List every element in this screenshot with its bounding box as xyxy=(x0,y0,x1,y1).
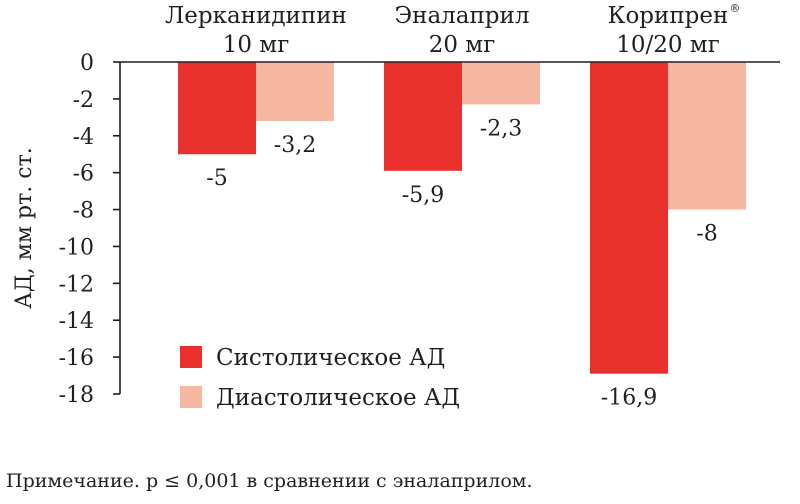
footnote: Примечание. p ≤ 0,001 в сравнении с энал… xyxy=(6,470,533,492)
bar-diastolic-3 xyxy=(668,62,746,210)
y-tick-label: -10 xyxy=(59,235,94,260)
y-tick-label: -16 xyxy=(59,346,94,371)
data-label-diastolic-3: -8 xyxy=(696,222,717,247)
y-tick-label: -4 xyxy=(73,125,94,150)
legend-label-systolic: Систолическое АД xyxy=(216,345,445,371)
y-tick-label: -14 xyxy=(59,309,94,334)
group-label-1: Лерканидипин xyxy=(165,3,347,29)
group-label-2: Эналаприл xyxy=(395,3,530,29)
data-label-systolic-3: -16,9 xyxy=(601,386,657,411)
legend-label-diastolic: Диастолическое АД xyxy=(216,385,460,411)
registered-mark: ® xyxy=(729,2,740,15)
group-label-3: Корипрен xyxy=(608,3,729,29)
data-label-diastolic-1: -3,2 xyxy=(274,133,316,158)
y-tick-label: 0 xyxy=(80,51,94,76)
bar-systolic-1 xyxy=(178,62,256,155)
data-label-systolic-1: -5 xyxy=(206,166,227,191)
bar-diastolic-2 xyxy=(462,62,540,105)
y-tick-label: -8 xyxy=(73,199,94,224)
y-tick-label: -2 xyxy=(73,88,94,113)
data-label-systolic-2: -5,9 xyxy=(402,183,444,208)
y-axis-label: АД, мм рт. ст. xyxy=(12,147,37,308)
y-tick-label: -18 xyxy=(59,383,94,408)
bar-systolic-3 xyxy=(590,62,668,374)
group-sublabel-1: 10 мг xyxy=(223,32,290,58)
legend-swatch-diastolic xyxy=(180,386,202,408)
y-tick-label: -6 xyxy=(73,162,94,187)
bar-systolic-2 xyxy=(384,62,462,171)
group-sublabel-3: 10/20 мг xyxy=(616,32,720,58)
group-sublabel-2: 20 мг xyxy=(429,32,496,58)
bar-diastolic-1 xyxy=(256,62,334,122)
y-tick-label: -12 xyxy=(59,272,94,297)
legend-swatch-systolic xyxy=(180,346,202,368)
data-label-diastolic-2: -2,3 xyxy=(480,116,522,141)
